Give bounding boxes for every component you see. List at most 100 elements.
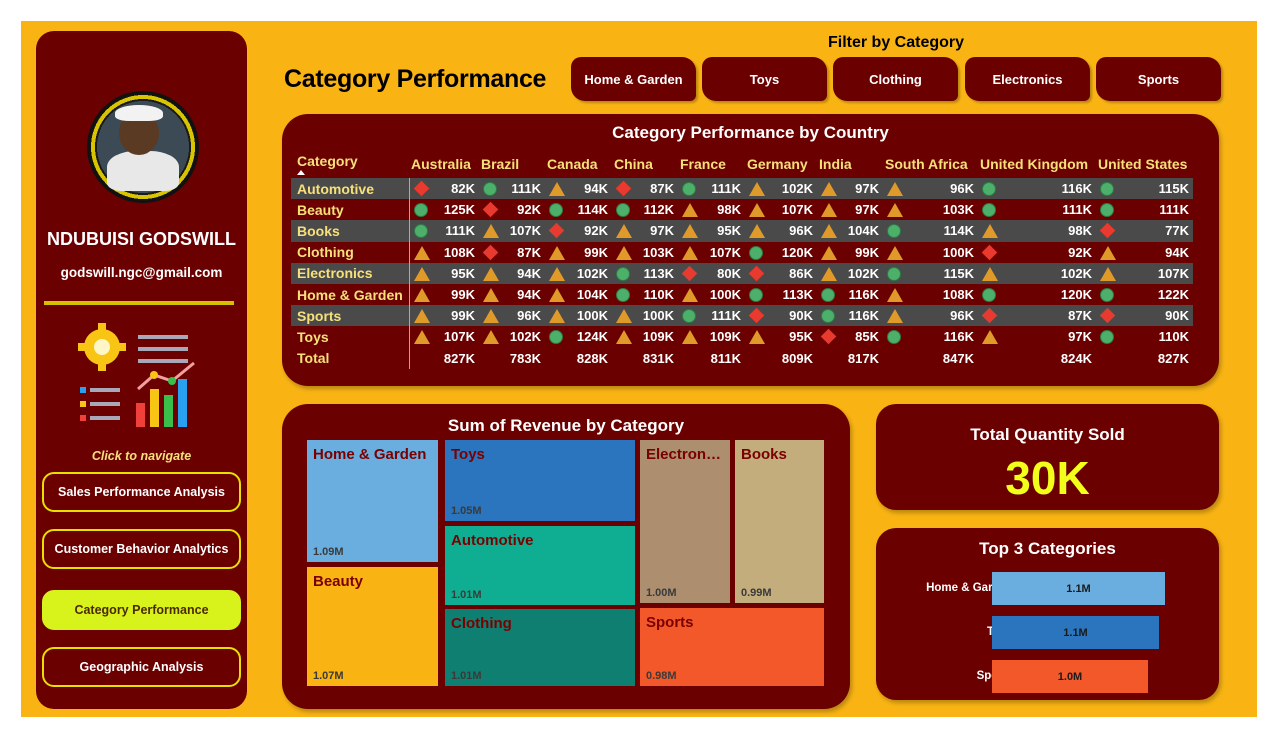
table-cell: 77K xyxy=(1096,220,1193,242)
treemap-tile-electron[interactable]: Electron… 1.00M xyxy=(640,440,730,603)
table-cell: 113K xyxy=(612,262,678,284)
table-cell: 97K xyxy=(817,199,883,220)
treemap-tile-value: 0.98M xyxy=(646,670,677,682)
treemap-tile-name: Electron… xyxy=(646,446,722,463)
country-matrix-table: Category Australia Brazil Canada China France… xyxy=(291,150,1194,369)
sort-ascending-icon[interactable] xyxy=(297,170,305,175)
table-cell: 104K xyxy=(817,220,883,242)
treemap-tile-books[interactable]: Books 0.99M xyxy=(735,440,824,603)
table-row: Toys 107K 102K 124K 109K 109K 95K 85K 116K 97K 110… xyxy=(291,326,1193,348)
total-cell: 809K xyxy=(781,350,813,366)
bar-sports[interactable]: 1.0M xyxy=(992,660,1148,693)
kpi-tri-icon xyxy=(616,245,632,260)
row-category-label: Automotive xyxy=(291,178,410,200)
dashboard-canvas: NDUBUISI GODSWILL godswill.ngc@gmail.com… xyxy=(21,21,1257,717)
treemap-tile-name: Toys xyxy=(451,446,485,463)
kpi-tri-icon xyxy=(549,309,565,324)
table-cell: 94K xyxy=(1096,242,1193,263)
column-header-australia[interactable]: Australia xyxy=(411,156,471,172)
kpi-tri-icon xyxy=(413,330,430,345)
top3-categories-panel: Top 3 Categories Home & Garden1.1MToys1.… xyxy=(876,528,1219,700)
bar-home-and-garden[interactable]: 1.1M xyxy=(992,572,1165,605)
column-header-france[interactable]: France xyxy=(680,156,726,172)
table-cell: 111K xyxy=(1096,199,1193,220)
nav-sales-performance-button[interactable]: Sales Performance Analysis xyxy=(42,472,241,512)
table-cell: 85K xyxy=(817,326,883,347)
total-row: Total 827K 783K 828K 831K 811K 809K 817K 847K 824… xyxy=(291,347,1193,369)
table-cell: 114K xyxy=(883,220,978,242)
treemap-tile-beauty[interactable]: Beauty 1.07M xyxy=(307,567,438,686)
total-cell: 817K xyxy=(847,350,879,366)
total-cell: 828K xyxy=(576,350,608,366)
table-cell: 111K xyxy=(479,178,545,200)
treemap-tile-automotive[interactable]: Automotive 1.01M xyxy=(445,526,635,605)
kpi-tri-icon xyxy=(982,330,998,345)
kpi-diamond-icon xyxy=(482,202,499,218)
total-cell: 827K xyxy=(1157,350,1189,366)
kpi-tri-icon xyxy=(749,182,765,197)
kpi-tri-icon xyxy=(749,224,765,239)
column-header-category[interactable]: Category xyxy=(291,150,409,178)
kpi-value: 30K xyxy=(1005,452,1090,504)
treemap-tile-sports[interactable]: Sports 0.98M xyxy=(640,608,824,686)
column-header-united-states[interactable]: United States xyxy=(1098,156,1188,172)
treemap-tile-name: Sports xyxy=(646,614,694,631)
table-cell: 109K xyxy=(678,326,745,347)
kpi-tri-icon xyxy=(413,266,430,281)
filter-home-garden[interactable]: Home & Garden xyxy=(571,57,696,101)
column-header-germany[interactable]: Germany xyxy=(747,156,808,172)
kpi-circle-icon xyxy=(616,203,630,218)
total-cell: 827K xyxy=(443,350,475,366)
table-row: Beauty 125K 92K 114K 112K 98K 107K 97K 103K 111K 1… xyxy=(291,199,1193,221)
filter-sports[interactable]: Sports xyxy=(1096,57,1221,101)
sidebar-divider xyxy=(44,301,234,305)
kpi-tri-icon xyxy=(821,203,837,218)
kpi-circle-icon xyxy=(549,330,563,345)
table-cell: 96K xyxy=(883,305,978,327)
treemap-tile-value: 1.00M xyxy=(646,587,677,599)
filter-electronics[interactable]: Electronics xyxy=(965,57,1090,101)
kpi-circle-icon xyxy=(749,288,763,303)
table-cell: 107K xyxy=(678,242,745,263)
treemap-tile-name: Books xyxy=(741,446,787,463)
filter-clothing[interactable]: Clothing xyxy=(833,57,958,101)
kpi-tri-icon xyxy=(682,224,698,239)
treemap-tile-home-and-garden[interactable]: Home & Garden 1.09M xyxy=(307,440,438,562)
kpi-circle-icon xyxy=(982,288,996,303)
kpi-circle-icon xyxy=(982,182,996,197)
table-cell: 87K xyxy=(978,305,1096,327)
table-cell: 95K xyxy=(409,262,479,284)
kpi-tri-icon xyxy=(887,288,903,303)
treemap-tile-name: Beauty xyxy=(313,573,364,590)
filter-toys[interactable]: Toys xyxy=(702,57,827,101)
treemap-tile-clothing[interactable]: Clothing 1.01M xyxy=(445,609,635,686)
column-header-united-kingdom[interactable]: United Kingdom xyxy=(980,156,1089,172)
table-cell: 96K xyxy=(745,220,817,242)
nav-customer-behavior-button[interactable]: Customer Behavior Analytics xyxy=(42,529,241,569)
column-header-brazil[interactable]: Brazil xyxy=(481,156,520,172)
treemap-tile-toys[interactable]: Toys 1.05M xyxy=(445,440,635,521)
total-label: Total xyxy=(291,347,410,369)
column-header-china[interactable]: China xyxy=(614,156,653,172)
column-header-south-africa[interactable]: South Africa xyxy=(885,156,968,172)
nav-category-performance-button[interactable]: Category Performance xyxy=(42,590,241,630)
table-cell: 100K xyxy=(678,284,745,305)
kpi-tri-icon xyxy=(982,224,998,239)
table-cell: 124K xyxy=(545,326,612,347)
table-cell: 111K xyxy=(678,305,745,327)
kpi-circle-icon xyxy=(982,203,996,218)
total-cell: 847K xyxy=(942,350,974,366)
kpi-circle-icon xyxy=(1100,288,1114,303)
column-header-canada[interactable]: Canada xyxy=(547,156,598,172)
bar-toys[interactable]: 1.1M xyxy=(992,616,1159,649)
kpi-tri-icon xyxy=(821,245,837,260)
table-cell: 92K xyxy=(479,199,545,220)
kpi-tri-icon xyxy=(821,266,837,281)
table-cell: 114K xyxy=(545,199,612,220)
kpi-circle-icon xyxy=(413,203,428,218)
table-cell: 87K xyxy=(479,242,545,263)
nav-geographic-analysis-button[interactable]: Geographic Analysis xyxy=(42,647,241,687)
table-cell: 108K xyxy=(883,284,978,305)
table-cell: 94K xyxy=(479,284,545,305)
column-header-india[interactable]: India xyxy=(819,156,852,172)
